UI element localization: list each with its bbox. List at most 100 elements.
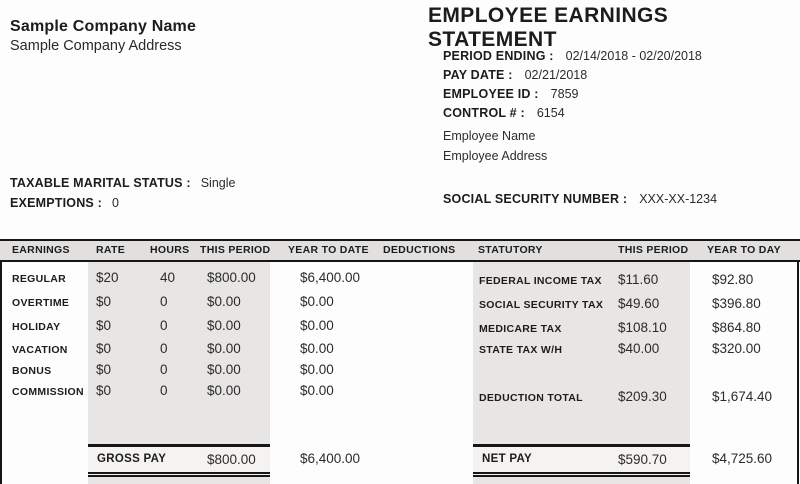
net-pay-ytd: $4,725.60: [712, 451, 773, 466]
row-rate: $0: [96, 294, 112, 309]
row-ytd: $0.00: [300, 383, 334, 398]
row-rate: $20: [96, 270, 119, 285]
row-rate: $0: [96, 318, 112, 333]
row-label: STATE TAX W/H: [479, 344, 563, 356]
row-this-period: $800.00: [207, 270, 256, 285]
control-number-value: 6154: [536, 106, 565, 120]
marital-status-row: TAXABLE MARITAL STATUS : Single: [10, 176, 235, 190]
header-rate: RATE: [96, 244, 126, 256]
row-hours: 0: [160, 318, 168, 333]
row-label: VACATION: [12, 344, 68, 356]
period-ending-value: 02/14/2018 - 02/20/2018: [565, 49, 702, 63]
header-statutory: STATUTORY: [478, 244, 543, 256]
row-ytd: $0.00: [300, 294, 334, 309]
table-row-overtime: OVERTIME $0 0 $0.00 $0.00: [0, 293, 800, 315]
row-ytd: $92.80: [712, 272, 754, 287]
row-ytd: $0.00: [300, 318, 334, 333]
net-pay-label: NET PAY: [482, 453, 533, 465]
row-ytd: $1,674.40: [712, 389, 773, 404]
row-label: HOLIDAY: [12, 321, 61, 333]
row-ytd: $0.00: [300, 362, 334, 377]
exemptions-label: EXEMPTIONS :: [10, 196, 102, 210]
employee-id-label: EMPLOYEE ID :: [443, 87, 539, 101]
row-this-period: $209.30: [618, 389, 667, 404]
row-this-period: $0.00: [207, 383, 241, 398]
gross-pay-box: GROSS PAY $800.00: [88, 444, 270, 477]
employee-id-row: EMPLOYEE ID : 7859: [443, 87, 578, 103]
employee-address: Employee Address: [443, 149, 548, 163]
row-this-period: $0.00: [207, 294, 241, 309]
table-row-deduction-total: DEDUCTION TOTAL $209.30 $1,674.40: [0, 388, 800, 410]
row-ytd: $864.80: [712, 320, 761, 335]
row-this-period: $40.00: [618, 341, 660, 356]
table-row-vacation: VACATION $0 0 $0.00 $0.00: [0, 340, 800, 362]
row-rate: $0: [96, 383, 112, 398]
gross-pay-ytd: $6,400.00: [300, 451, 361, 466]
pay-date-label: PAY DATE :: [443, 68, 513, 82]
pay-date-row: PAY DATE : 02/21/2018: [443, 68, 587, 84]
gross-pay-this-period: $800.00: [207, 452, 256, 467]
table-row-state-tax: STATE TAX W/H $40.00 $320.00: [0, 340, 800, 362]
exemptions-row: EXEMPTIONS : 0: [10, 196, 119, 210]
exemptions-value: 0: [112, 196, 119, 210]
row-label: DEDUCTION TOTAL: [479, 392, 583, 404]
employee-name: Employee Name: [443, 129, 536, 143]
header-this-period: THIS PERIOD: [200, 244, 271, 256]
row-label: REGULAR: [12, 273, 67, 285]
header-earnings: EARNINGS: [12, 244, 70, 256]
table-right-border: [797, 239, 799, 484]
row-this-period: $0.00: [207, 362, 241, 377]
row-this-period: $0.00: [207, 318, 241, 333]
row-hours: 0: [160, 341, 168, 356]
header-deductions: DEDUCTIONS: [383, 244, 456, 256]
table-header-row: EARNINGS RATE HOURS THIS PERIOD YEAR TO …: [0, 239, 800, 262]
row-rate: $0: [96, 362, 112, 377]
ssn-row: SOCIAL SECURITY NUMBER : XXX-XX-1234: [443, 192, 717, 208]
row-label: MEDICARE TAX: [479, 323, 562, 335]
row-hours: 40: [160, 270, 176, 285]
row-ytd: $6,400.00: [300, 270, 361, 285]
period-ending-row: PERIOD ENDING : 02/14/2018 - 02/20/2018: [443, 49, 702, 65]
table-row-regular: REGULAR $20 40 $800.00 $6,400.00: [0, 269, 800, 291]
row-label: OVERTIME: [12, 297, 70, 309]
row-hours: 0: [160, 362, 168, 377]
row-ytd: $0.00: [300, 341, 334, 356]
ssn-label: SOCIAL SECURITY NUMBER :: [443, 192, 628, 206]
row-label: BONUS: [12, 365, 52, 377]
company-address: Sample Company Address: [10, 38, 182, 54]
row-label: COMMISSION: [12, 386, 84, 398]
table-row-social-security-tax: SOCIAL SECURITY TAX $49.60 $396.80: [0, 295, 800, 317]
table-row-bonus: BONUS $0 0 $0.00 $0.00: [0, 361, 800, 383]
marital-status-label: TAXABLE MARITAL STATUS :: [10, 176, 191, 190]
page-title: EMPLOYEE EARNINGS STATEMENT: [428, 4, 669, 51]
net-pay-box: NET PAY $590.70: [473, 444, 690, 477]
pay-date-value: 02/21/2018: [524, 68, 588, 82]
table-row-commission: COMMISSION $0 0 $0.00 $0.00: [0, 382, 800, 404]
row-this-period: $108.10: [618, 320, 667, 335]
table-row-holiday: HOLIDAY $0 0 $0.00 $0.00: [0, 317, 800, 339]
row-this-period: $49.60: [618, 296, 660, 311]
row-ytd: $396.80: [712, 296, 761, 311]
net-pay-this-period: $590.70: [618, 452, 667, 467]
row-this-period: $0.00: [207, 341, 241, 356]
row-label: FEDERAL INCOME TAX: [479, 275, 602, 287]
header-year-to-date: YEAR TO DATE: [288, 244, 369, 256]
row-label: SOCIAL SECURITY TAX: [479, 299, 604, 311]
header-hours: HOURS: [150, 244, 190, 256]
gross-pay-label: GROSS PAY: [97, 453, 167, 465]
company-name: Sample Company Name: [10, 18, 197, 35]
row-rate: $0: [96, 341, 112, 356]
row-hours: 0: [160, 383, 168, 398]
header-this-period-2: THIS PERIOD: [618, 244, 689, 256]
ssn-value: XXX-XX-1234: [639, 192, 718, 206]
employee-id-value: 7859: [550, 87, 579, 101]
header-year-to-day: YEAR TO DAY: [707, 244, 781, 256]
period-ending-label: PERIOD ENDING :: [443, 49, 554, 63]
marital-status-value: Single: [200, 176, 236, 190]
table-row-federal-income-tax: FEDERAL INCOME TAX $11.60 $92.80: [0, 271, 800, 293]
control-number-label: CONTROL # :: [443, 106, 525, 120]
row-this-period: $11.60: [618, 272, 659, 287]
control-number-row: CONTROL # : 6154: [443, 106, 565, 122]
row-ytd: $320.00: [712, 341, 761, 356]
